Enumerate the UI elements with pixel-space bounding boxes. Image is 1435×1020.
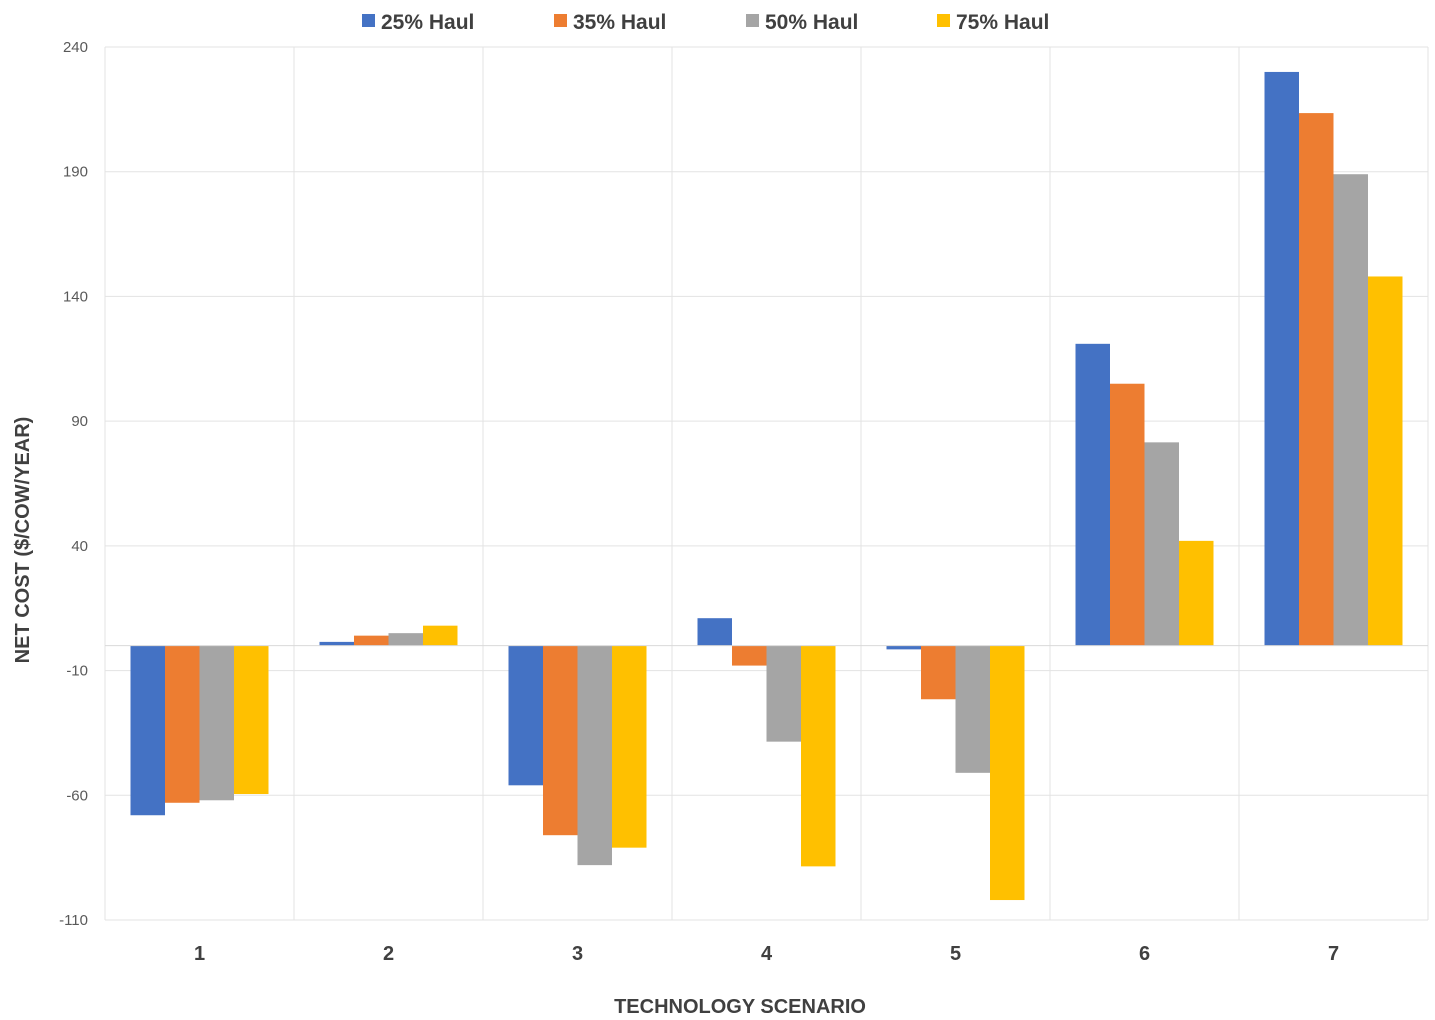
x-tick-label: 2 [383, 943, 394, 965]
x-tick-label: 1 [194, 943, 205, 965]
bar [354, 635, 389, 646]
bar [1110, 383, 1145, 646]
bar [234, 645, 269, 795]
legend-swatch [746, 14, 759, 27]
legend: 25% Haul 35% Haul 50% Haul 75% Haul [362, 11, 1049, 34]
bar [319, 641, 354, 646]
bar [1299, 113, 1334, 646]
y-tick-label: -60 [66, 787, 88, 804]
bar [130, 645, 165, 816]
y-tick-label: 240 [63, 39, 88, 56]
bar [508, 645, 543, 786]
x-tick-label: 6 [1139, 943, 1150, 965]
x-tick-label: 3 [572, 943, 583, 965]
bar [801, 645, 836, 867]
y-tick-label: 90 [71, 413, 88, 430]
y-axis-title: NET COST ($/COW/YEAR) [12, 417, 34, 664]
axes: 240 190 140 90 40 -10 -60 -110 1 2 3 4 5 6 7 [59, 39, 1428, 965]
y-tick-label: -110 [59, 912, 88, 929]
legend-label: 35% Haul [573, 11, 666, 34]
bar [388, 633, 423, 646]
bar [1368, 276, 1403, 646]
bar [1333, 174, 1368, 646]
legend-label: 50% Haul [765, 11, 858, 34]
bar [886, 645, 921, 650]
y-tick-label: 140 [63, 288, 88, 305]
x-tick-label: 7 [1328, 943, 1339, 965]
bar [612, 645, 647, 848]
y-tick-label: 40 [71, 538, 88, 555]
x-tick-label: 4 [761, 943, 773, 965]
bar [955, 645, 990, 773]
bar [1144, 442, 1179, 646]
legend-swatch [554, 14, 567, 27]
bar [921, 645, 956, 700]
bar [577, 645, 612, 866]
gridlines [104, 46, 1429, 921]
bar [697, 618, 732, 646]
x-axis-title: TECHNOLOGY SCENARIO [614, 996, 866, 1018]
bars [130, 71, 1403, 901]
bar [543, 645, 578, 836]
y-tick-label: -10 [66, 663, 88, 680]
bar [1264, 71, 1299, 646]
legend-swatch [937, 14, 950, 27]
bar [1075, 343, 1110, 646]
bar [199, 645, 234, 801]
legend-swatch [362, 14, 375, 27]
bar [766, 645, 801, 742]
bar [732, 645, 767, 666]
legend-label: 25% Haul [381, 11, 474, 34]
legend-label: 75% Haul [956, 11, 1049, 34]
y-tick-label: 190 [63, 164, 88, 181]
bar [990, 645, 1025, 901]
bar [165, 645, 200, 803]
bar [1179, 540, 1214, 646]
bar [423, 625, 458, 646]
x-tick-label: 5 [950, 943, 961, 965]
